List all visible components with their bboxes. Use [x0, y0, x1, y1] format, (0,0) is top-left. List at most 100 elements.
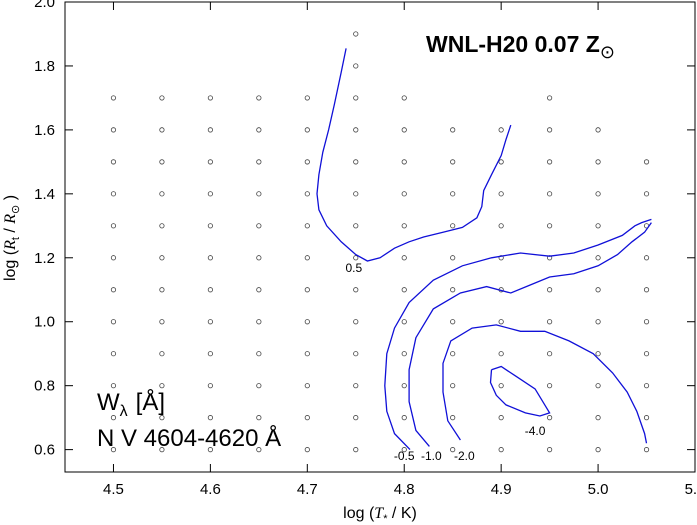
grid-point	[207, 223, 213, 229]
grid-point	[353, 223, 359, 229]
grid-point	[498, 351, 504, 357]
x-tick-label: 4.9	[491, 481, 512, 498]
grid-point	[643, 191, 650, 197]
grid-point	[159, 159, 165, 165]
contour-line	[408, 222, 652, 447]
grid-point	[547, 127, 553, 133]
grid-point	[159, 287, 165, 293]
grid-point	[256, 351, 262, 357]
y-tick-label: 2.0	[34, 0, 55, 11]
grid-point	[547, 287, 553, 293]
grid-point	[207, 287, 213, 293]
grid-point	[256, 319, 262, 325]
contour-label: -2.0	[454, 449, 475, 463]
grid-point	[498, 383, 504, 389]
grid-point	[304, 127, 310, 133]
grid-point	[353, 383, 359, 389]
grid-point	[353, 351, 359, 357]
grid-point	[595, 255, 601, 261]
grid-point	[304, 447, 310, 453]
grid-point	[595, 383, 601, 389]
x-tick-label: 4.8	[394, 481, 415, 498]
grid-point	[595, 351, 601, 357]
grid-point	[110, 95, 117, 101]
grid-point	[401, 223, 407, 229]
grid-point	[159, 95, 165, 101]
grid-point	[450, 287, 456, 293]
contour-label: -0.5	[394, 449, 415, 463]
grid-point	[110, 127, 117, 133]
grid-point	[401, 319, 407, 325]
x-axis-title: log (T* / K)	[343, 505, 417, 525]
grid-point	[353, 287, 359, 293]
grid-point	[643, 383, 650, 389]
grid-point	[304, 287, 310, 293]
grid-point	[450, 223, 456, 229]
grid-point	[547, 415, 553, 421]
contour-line	[442, 324, 648, 444]
grid-point	[110, 287, 117, 293]
y-axis-title: log (Rt / R⊙ )	[2, 195, 22, 281]
grid-point	[353, 95, 359, 101]
annotation-line-2: N V 4604-4620 Å	[97, 424, 281, 452]
grid-point	[353, 31, 359, 37]
grid-point	[547, 351, 553, 357]
grid-point	[547, 383, 553, 389]
contour-label: -1.0	[421, 449, 442, 463]
grid-point	[207, 255, 213, 261]
grid-point	[353, 63, 359, 69]
grid-point	[643, 351, 650, 357]
grid-point	[643, 159, 650, 165]
annotation-line-1: Wλ [Å]	[97, 388, 165, 420]
grid-point	[110, 159, 117, 165]
grid-point	[159, 351, 165, 357]
grid-point	[304, 383, 310, 389]
grid-point	[498, 223, 504, 229]
grid-point	[110, 255, 117, 261]
grid-point	[498, 127, 504, 133]
grid-point	[110, 191, 117, 197]
grid-point	[304, 159, 310, 165]
grid-point	[353, 447, 359, 453]
sun-symbol: ⊙	[600, 42, 615, 62]
grid-point	[498, 191, 504, 197]
grid-point	[643, 255, 650, 261]
grid-point	[159, 223, 165, 229]
grid-point	[401, 95, 407, 101]
x-tick-label: 4.6	[200, 481, 221, 498]
grid-point	[643, 319, 650, 325]
grid-point	[159, 127, 165, 133]
contour-label: 0.5	[345, 261, 362, 275]
grid-point	[547, 95, 553, 101]
grid-point	[595, 287, 601, 293]
grid-point	[207, 415, 213, 421]
y-tick-label: 0.8	[34, 378, 55, 395]
x-tick-label: 5.0	[588, 481, 609, 498]
grid-point	[110, 383, 117, 389]
grid-point	[353, 255, 359, 261]
grid-point	[498, 447, 504, 453]
grid-point	[304, 351, 310, 357]
grid-point	[547, 191, 553, 197]
chart-title: WNL-H20 0.07 Z⊙	[426, 31, 615, 62]
grid-point	[256, 415, 262, 421]
grid-point	[450, 127, 456, 133]
grid-point	[159, 319, 165, 325]
grid-point	[256, 255, 262, 261]
grid-point	[401, 383, 407, 389]
grid-point	[353, 159, 359, 165]
grid-point	[159, 191, 165, 197]
grid-point	[256, 223, 262, 229]
x-tick-label: 4.7	[297, 481, 318, 498]
grid-point	[401, 351, 407, 357]
grid-point	[159, 447, 165, 453]
grid-point	[207, 127, 213, 133]
grid-point	[256, 95, 262, 101]
grid-point	[450, 383, 456, 389]
grid-point	[256, 127, 262, 133]
grid-point	[110, 223, 117, 229]
grid-point	[595, 127, 601, 133]
grid-point	[110, 415, 117, 421]
contour-lines: 0.5 -0.5 -1.0 -2.0 -4.0	[316, 48, 652, 463]
grid-point	[304, 95, 310, 101]
